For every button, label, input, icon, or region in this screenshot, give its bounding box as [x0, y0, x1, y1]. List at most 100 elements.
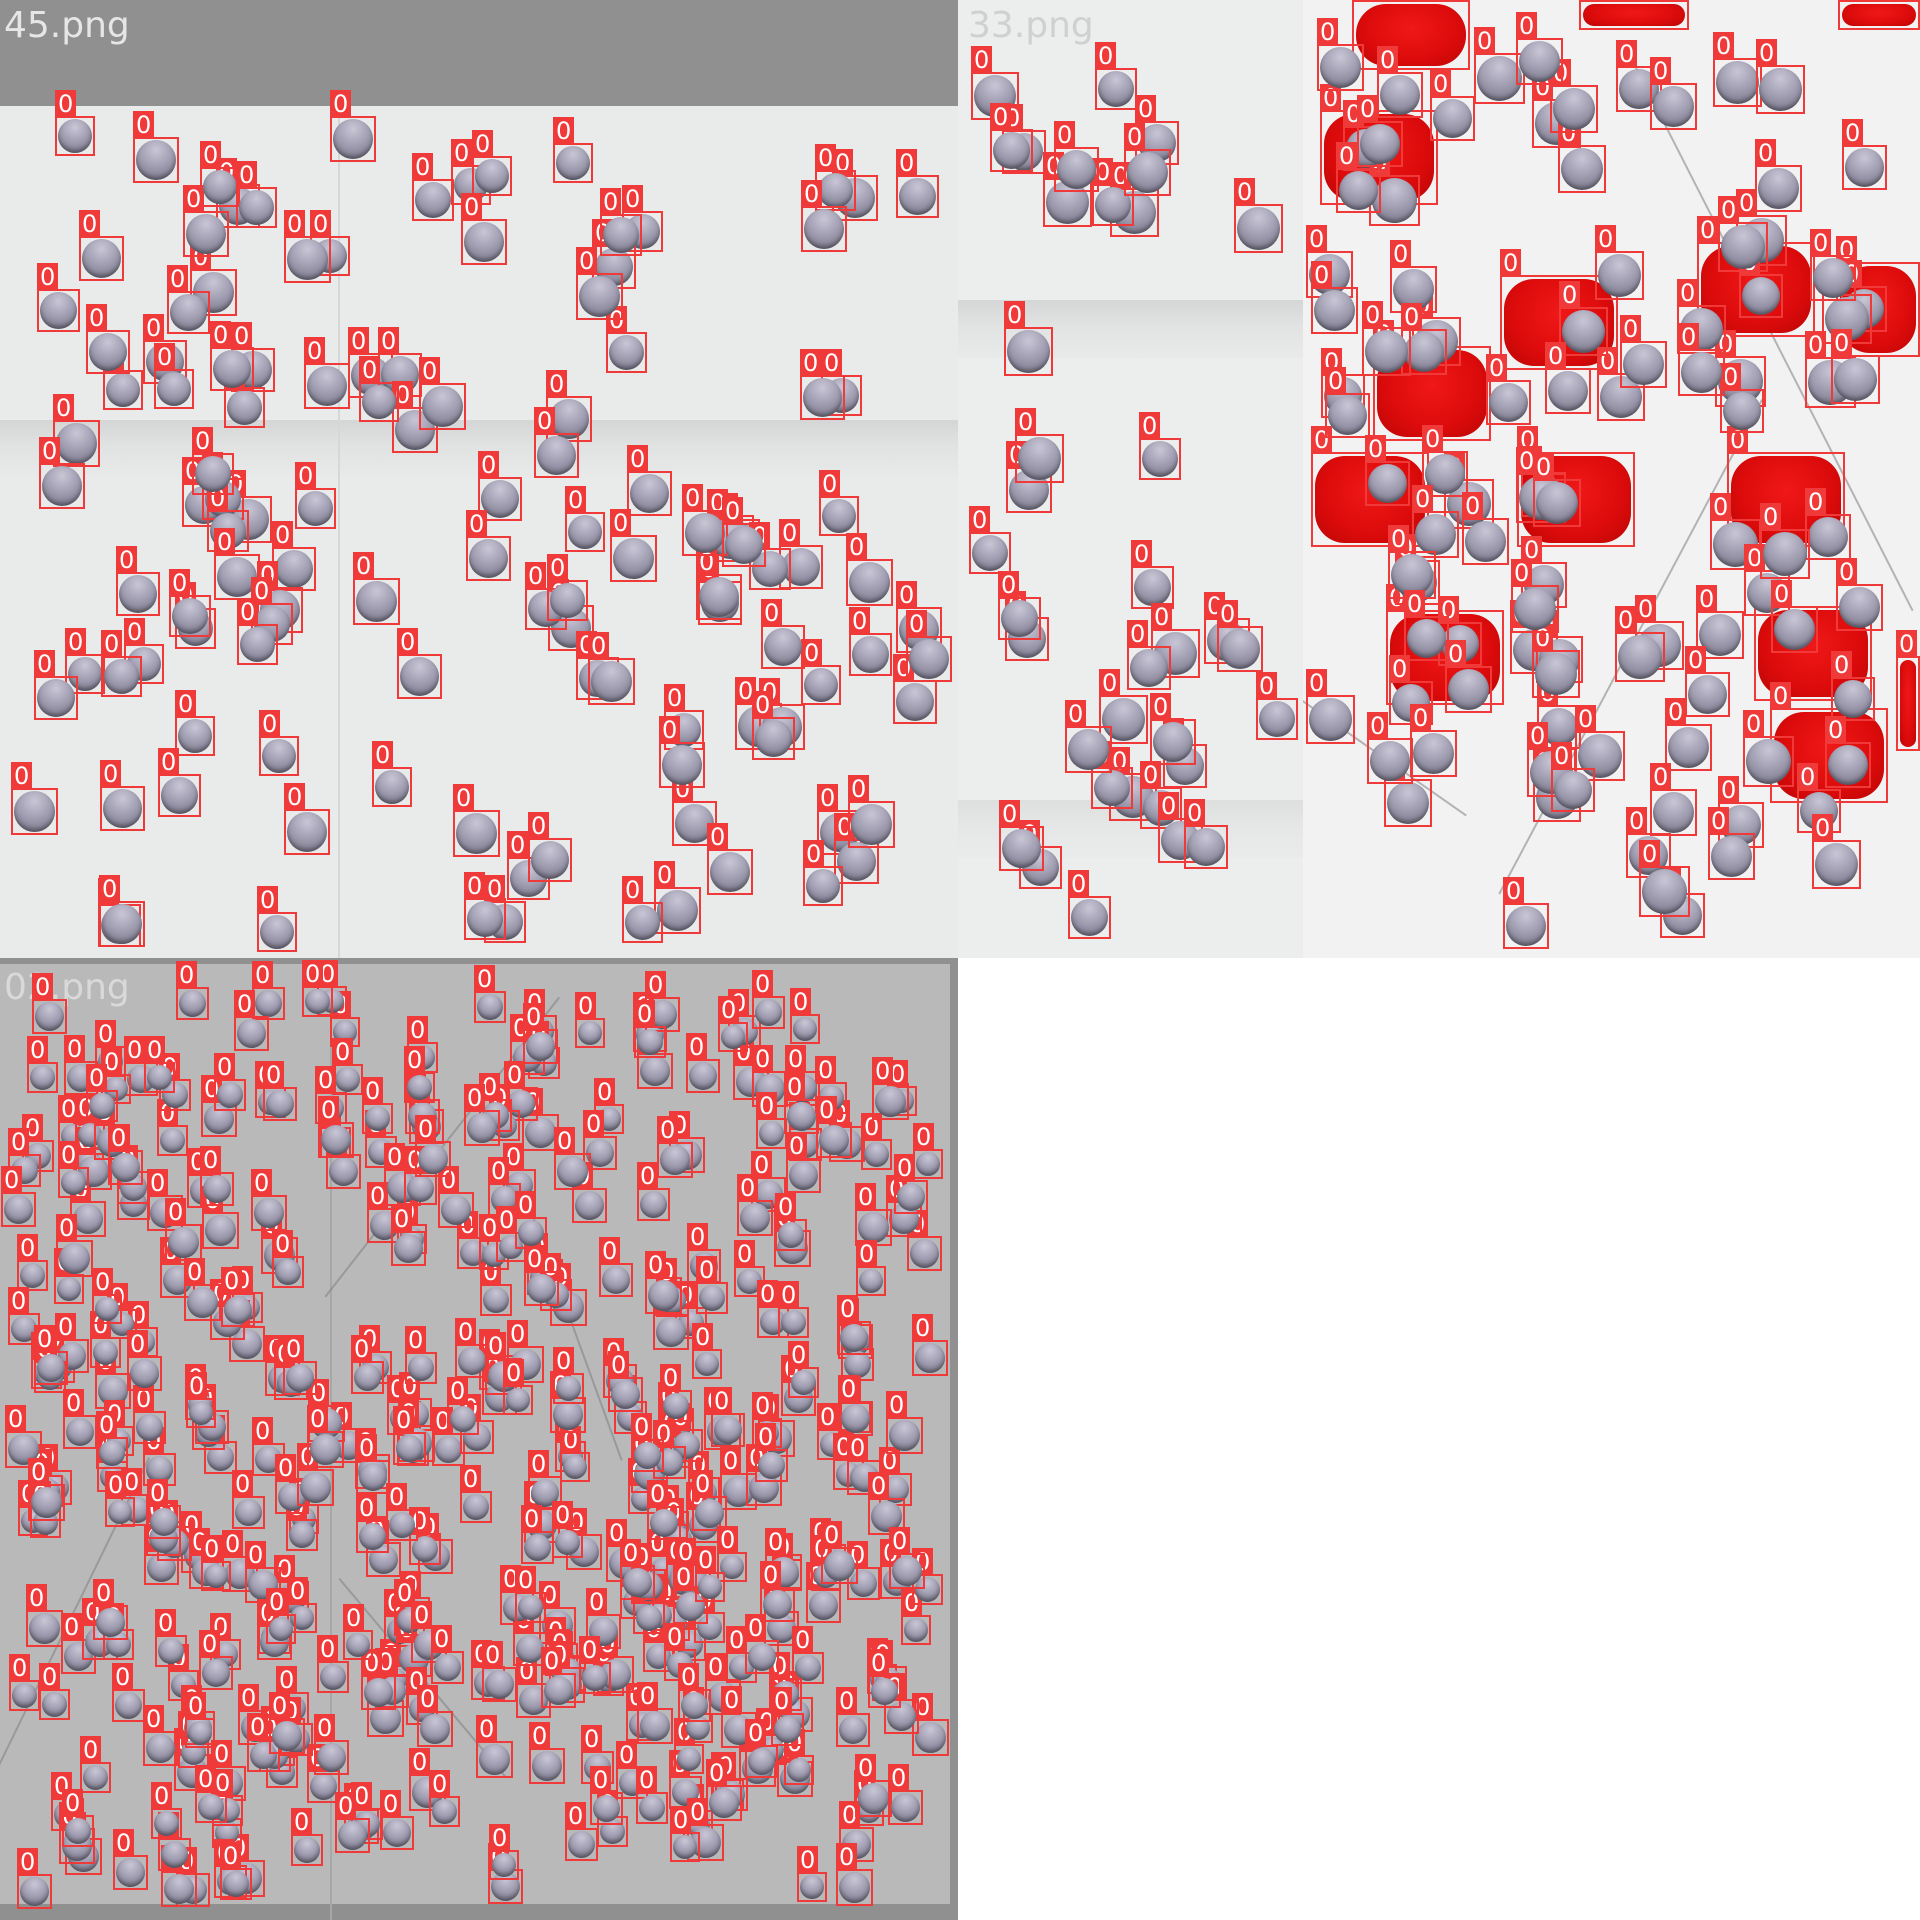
droplet [422, 386, 463, 427]
detection-class-tag: 0 [412, 153, 434, 181]
detection-class-tag: 0 [1685, 646, 1707, 674]
droplet [755, 720, 792, 757]
detection-class-tag: 0 [1306, 669, 1328, 697]
droplet [804, 209, 844, 249]
detection-class-tag: 0 [272, 1230, 294, 1258]
detection-class-tag: 0 [645, 1251, 667, 1279]
detection-class-tag: 0 [755, 1423, 777, 1451]
detection-class-tag: 0 [27, 1036, 49, 1064]
detection-class-tag: 0 [1696, 585, 1718, 613]
detection-box [634, 1026, 666, 1058]
detection-class-tag: 0 [529, 1722, 551, 1750]
detection-box [154, 369, 194, 409]
detection-class-tag: 0 [778, 1281, 800, 1309]
detection-class-tag: 0 [1068, 870, 1090, 898]
detection-box [894, 1180, 928, 1214]
detection-class-tag: 0 [546, 370, 568, 398]
detection-box [361, 1675, 396, 1710]
detection-class-tag: 0 [317, 1635, 339, 1663]
detection-class-tag: 0 [39, 1663, 61, 1691]
detection-box [335, 1818, 370, 1853]
detection-class-tag: 0 [856, 1240, 878, 1268]
detection-box [861, 1139, 892, 1170]
detection-box [39, 463, 85, 509]
detection-class-tag: 0 [1710, 493, 1732, 521]
droplet [818, 173, 853, 208]
detection-box [1127, 646, 1171, 690]
detection-class-tag: 0 [314, 1714, 336, 1742]
droplet [662, 745, 702, 785]
detection-class-tag: 0 [525, 562, 547, 590]
detection-class-tag: 0 [1533, 453, 1555, 481]
detection-box [816, 1122, 852, 1158]
droplet [909, 639, 949, 679]
detection-class-tag: 0 [721, 1686, 743, 1714]
detection-class-tag: 0 [86, 1064, 108, 1092]
detection-class-tag: 0 [670, 1806, 692, 1834]
detection-class-tag: 0 [1158, 792, 1180, 820]
detection-class-tag: 0 [523, 1003, 545, 1031]
detection-class-tag: 0 [771, 1687, 793, 1715]
detection-box [116, 572, 160, 616]
detection-class-tag: 0 [1635, 595, 1657, 623]
detection-box [9, 1680, 40, 1711]
detection-class-tag: 0 [760, 1561, 782, 1589]
detection-class-tag: 0 [464, 1084, 486, 1112]
detection-box [755, 1449, 788, 1482]
detection-class-tag: 0 [1831, 329, 1853, 357]
detection-box [565, 1828, 598, 1861]
detection-class-tag: 0 [1810, 229, 1832, 257]
droplet [157, 372, 191, 406]
detection-class-tag: 0 [1650, 763, 1672, 791]
detection-class-tag: 0 [237, 598, 259, 626]
detection-class-tag: 0 [695, 1546, 717, 1574]
detection-box [819, 496, 859, 536]
detection-box [893, 680, 937, 724]
detection-class-tag: 0 [343, 1604, 365, 1632]
detection-box [144, 1062, 175, 1093]
detection-class-tag: 0 [836, 1843, 858, 1871]
detection-class-tag: 0 [565, 1802, 587, 1830]
detection-box [756, 1118, 787, 1149]
detection-box [541, 1673, 576, 1708]
detection-class-tag: 0 [634, 1000, 656, 1028]
detection-box [392, 407, 438, 453]
detection-box [848, 801, 895, 848]
droplet [42, 466, 82, 506]
detection-box [1486, 380, 1531, 425]
detection-class-tag: 0 [1545, 342, 1567, 370]
detection-class-tag: 0 [896, 581, 918, 609]
detection-box [707, 849, 753, 895]
detection-class-tag: 0 [231, 322, 253, 350]
detection-box [637, 1053, 673, 1089]
detection-box [637, 1708, 673, 1744]
detection-class-tag: 0 [466, 510, 488, 538]
detection-class-tag: 0 [380, 1790, 402, 1818]
detection-box [362, 1103, 393, 1134]
detection-box [837, 1321, 871, 1355]
detection-class-tag: 0 [654, 861, 676, 889]
detection-class-tag: 0 [1412, 485, 1434, 513]
detection-box [356, 1520, 389, 1553]
detection-class-tag: 0 [275, 1454, 297, 1482]
detection-box [849, 633, 892, 676]
detection-class-tag: 0 [524, 1245, 546, 1273]
droplet [58, 119, 92, 153]
detection-class-tag: 0 [56, 1214, 78, 1242]
droplet [467, 901, 503, 937]
detection-class-tag: 0 [692, 1470, 714, 1498]
detection-box [302, 986, 333, 1017]
detection-box [158, 774, 201, 817]
detection-box [1831, 355, 1880, 404]
droplet [298, 491, 333, 526]
droplet [568, 515, 602, 549]
detection-class-tag: 0 [113, 1829, 135, 1857]
droplet [822, 499, 856, 533]
detection-box [896, 175, 939, 218]
detection-class-tag: 0 [817, 1403, 839, 1431]
detection-box [127, 1356, 162, 1391]
detection-box [1384, 779, 1432, 827]
detection-box [482, 1667, 517, 1702]
detection-box [202, 1212, 239, 1249]
detection-box [37, 289, 80, 332]
